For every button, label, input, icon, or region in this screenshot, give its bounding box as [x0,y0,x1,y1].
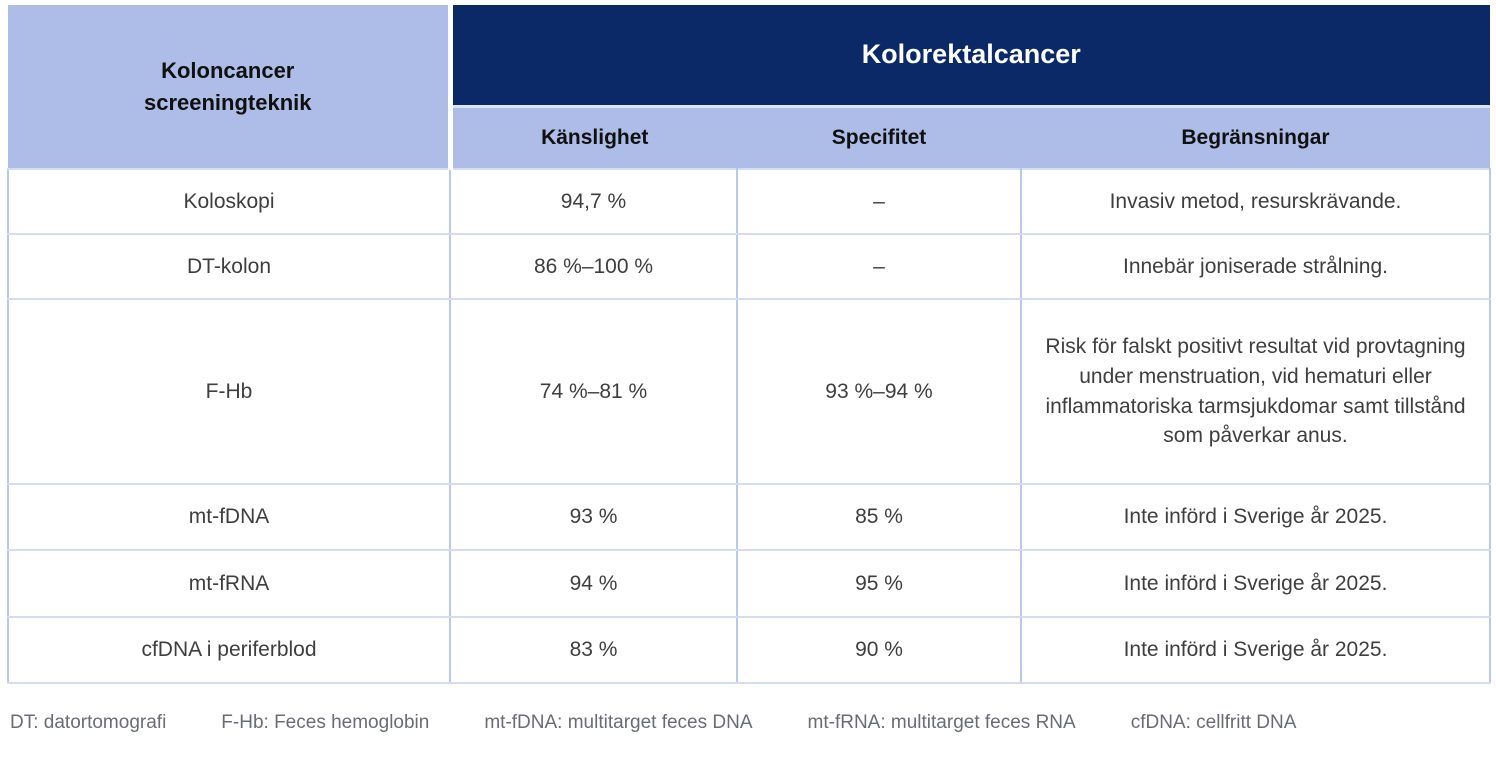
table-row: DT-kolon 86 %–100 % – Innebär joniserade… [7,233,1491,300]
technique-cell: cfDNA i periferblod [7,616,451,684]
group-header-kolorektalcancer: Kolorektalcancer [450,5,1490,108]
specificity-cell: 95 % [736,549,1022,618]
footnote-mtfdna: mt-fDNA: multitarget feces DNA [484,712,753,733]
footnote-mtfrna: mt-fRNA: multitarget feces RNA [807,712,1076,733]
sensitivity-cell: 83 % [449,616,738,684]
sensitivity-cell: 74 %–81 % [449,298,738,485]
table-row: mt-fRNA 94 % 95 % Inte införd i Sverige … [7,549,1491,618]
column-header-specificity: Specifitet [737,106,1021,169]
colon-cancer-screening-table: Koloncancer screeningteknik Kolorektalca… [7,5,1491,684]
technique-cell: DT-kolon [7,233,451,300]
limitations-cell: Innebär joniserade strålning. [1020,233,1491,300]
table-row: cfDNA i periferblod 83 % 90 % Inte inför… [7,616,1491,684]
corner-header-line1: Koloncancer [161,57,295,83]
technique-cell: mt-fRNA [7,549,451,618]
sensitivity-cell: 86 %–100 % [449,233,738,300]
specificity-cell: 85 % [736,483,1022,551]
table-row: Koloskopi 94,7 % – Invasiv metod, resurs… [7,168,1491,235]
technique-cell: Koloskopi [7,168,451,235]
abbreviation-legend: DT: datortomografi F-Hb: Feces hemoglobi… [10,712,1296,734]
limitations-cell: Inte införd i Sverige år 2025. [1020,549,1491,618]
technique-cell: mt-fDNA [7,483,451,551]
table-row: mt-fDNA 93 % 85 % Inte införd i Sverige … [7,483,1491,551]
limitations-cell: Inte införd i Sverige år 2025. [1020,483,1491,551]
footnote-cfdna: cfDNA: cellfritt DNA [1130,712,1297,733]
limitations-cell: Invasiv metod, resurskrävande. [1020,168,1491,235]
footnote-dt: DT: datortomografi [10,712,167,733]
footnote-fhb: F-Hb: Feces hemoglobin [221,712,430,733]
corner-header-technique: Koloncancer screeningteknik [8,5,453,169]
table-row: F-Hb 74 %–81 % 93 %–94 % Risk för falskt… [7,298,1491,485]
specificity-cell: – [736,233,1022,300]
sensitivity-cell: 94,7 % [449,168,738,235]
limitations-cell: Inte införd i Sverige år 2025. [1020,616,1491,684]
limitations-cell: Risk för falskt positivt resultat vid pr… [1020,298,1491,485]
sensitivity-cell: 93 % [449,483,738,551]
column-header-sensitivity: Känslighet [450,106,737,169]
technique-cell: F-Hb [7,298,451,485]
column-header-limitations: Begränsningar [1021,106,1490,169]
specificity-cell: – [736,168,1022,235]
sensitivity-cell: 94 % [449,549,738,618]
specificity-cell: 93 %–94 % [736,298,1022,485]
corner-header-line2: screeningteknik [143,89,312,115]
specificity-cell: 90 % [736,616,1022,684]
